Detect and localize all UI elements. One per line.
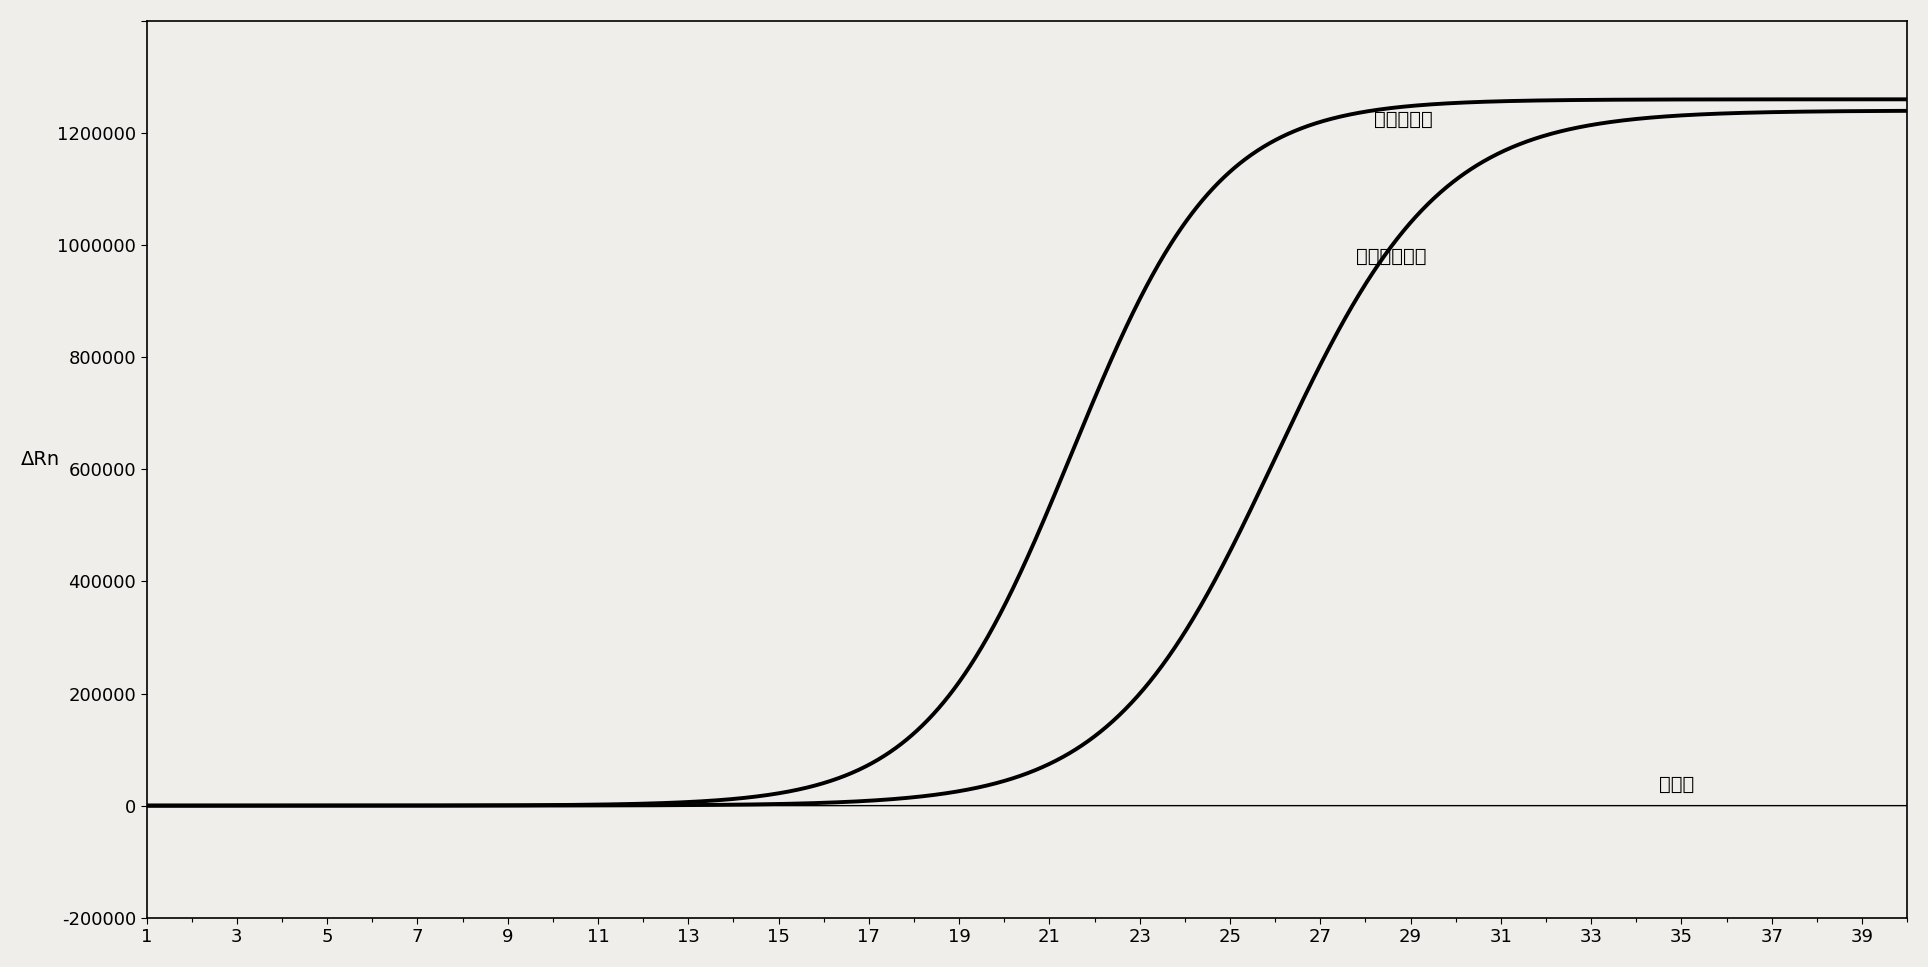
Text: 流感嗅血杆菌: 流感嗅血杆菌: [1357, 247, 1427, 266]
Y-axis label: ΔRn: ΔRn: [21, 451, 60, 469]
Text: 肺炎链球菌: 肺炎链球菌: [1375, 109, 1433, 129]
Text: 质控菌: 质控菌: [1658, 775, 1695, 794]
